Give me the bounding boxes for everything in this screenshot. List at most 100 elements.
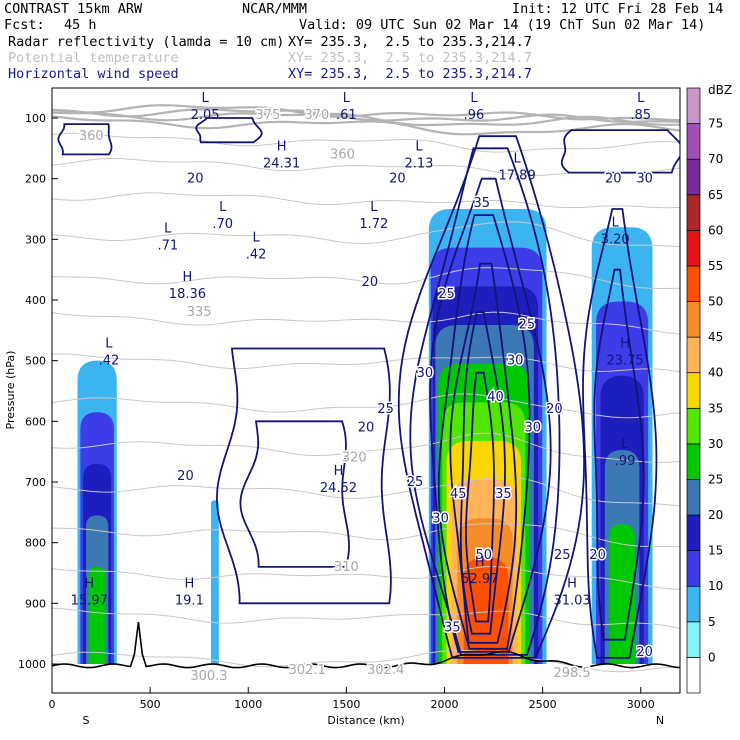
wind-speed-label: 30 bbox=[636, 172, 653, 187]
colorbar-level-label: 70 bbox=[708, 152, 723, 166]
y-tick-label: 900 bbox=[25, 597, 46, 610]
fcst-value: 45 h bbox=[64, 17, 97, 33]
y-tick-label: 300 bbox=[25, 233, 46, 246]
y-tick-label: 600 bbox=[25, 415, 46, 428]
wind-speed-label: 20 bbox=[389, 172, 406, 187]
extremum-value: 24.52 bbox=[320, 481, 357, 496]
extremum-marker: H bbox=[183, 270, 193, 285]
wind-speed-label: 25 bbox=[554, 548, 571, 563]
theta-contour-label: 375 bbox=[255, 108, 280, 123]
extremum-value: .70 bbox=[212, 217, 233, 232]
wind-contour bbox=[560, 129, 680, 174]
wind-contour bbox=[460, 311, 506, 635]
colorbar-swatch bbox=[686, 407, 701, 445]
theta-contour-label: 302.1 bbox=[289, 663, 326, 678]
y-tick-label: 400 bbox=[25, 294, 46, 307]
extremum-marker: L bbox=[219, 200, 227, 215]
wind-contour bbox=[195, 117, 263, 144]
extremum-value: 15.97 bbox=[71, 593, 108, 608]
theta-contour bbox=[52, 476, 680, 507]
colorbar-level-label: 15 bbox=[708, 544, 723, 558]
colorbar-level-label: 65 bbox=[708, 188, 723, 202]
wind-speed-label: 35 bbox=[495, 487, 512, 502]
x-tick-label: 1500 bbox=[332, 698, 360, 711]
extremum-value: .96 bbox=[464, 108, 485, 123]
wind-contour-layer bbox=[57, 117, 680, 659]
y-tick-label: 700 bbox=[25, 476, 46, 489]
colorbar-swatch bbox=[686, 87, 701, 124]
colorbar-level-label: 45 bbox=[708, 330, 723, 344]
extremum-value: 3.20 bbox=[601, 232, 630, 247]
colorbar-swatch bbox=[686, 585, 701, 623]
wind-contour bbox=[465, 371, 495, 623]
extremum-marker: L bbox=[343, 91, 351, 106]
wind-speed-label: 25 bbox=[519, 317, 536, 332]
terrain-layer bbox=[52, 622, 680, 669]
wind-contour bbox=[582, 208, 658, 659]
reflectivity-cell bbox=[210, 500, 219, 664]
theta-contour-label: 298.5 bbox=[553, 666, 590, 681]
extremum-value: 31.03 bbox=[553, 593, 590, 608]
x-tick-label: 2500 bbox=[529, 698, 557, 711]
colorbar-swatch bbox=[686, 550, 701, 587]
x-end-label-left: S bbox=[83, 714, 90, 727]
theta-contour bbox=[52, 108, 680, 123]
extremum-value: 19.1 bbox=[175, 593, 204, 608]
axes-layer: 100 200 300 400 500 600 700 800 900 1000 0 500 1000 1… bbox=[18, 112, 655, 711]
wind-speed-label: 20 bbox=[187, 172, 204, 187]
colorbar-level-label: 5 bbox=[708, 615, 716, 629]
reflectivity-band bbox=[609, 524, 636, 664]
colorbar-swatch bbox=[686, 657, 701, 694]
theta-contour bbox=[52, 432, 680, 464]
wind-contour bbox=[397, 135, 586, 659]
colorbar-swatch bbox=[686, 265, 701, 302]
wind-speed-label: 20 bbox=[546, 402, 563, 417]
colorbar-level-label: 0 bbox=[708, 650, 716, 664]
x-end-label-right: N bbox=[656, 714, 664, 727]
extremum-value: 52.97 bbox=[461, 572, 498, 587]
extremum-value: 24.31 bbox=[263, 157, 300, 172]
wind-contour bbox=[449, 262, 518, 644]
theta-contour bbox=[52, 221, 680, 248]
x-axis-label: Distance (km) bbox=[327, 714, 404, 727]
colorbar-level-label: 75 bbox=[708, 117, 723, 131]
wind-contour bbox=[409, 147, 561, 656]
theta-contour-label: 370 bbox=[305, 108, 330, 123]
theta-contour bbox=[52, 565, 680, 590]
colorbar: 0 5 10 15 20 25 30 35 40 45 50 55 60 65 70 75 dBZ bbox=[686, 83, 732, 694]
colorbar-swatch bbox=[686, 479, 701, 516]
wind-speed-label: 30 bbox=[432, 511, 449, 526]
theta-contour bbox=[52, 104, 680, 122]
extremum-marker: H bbox=[334, 464, 344, 479]
theta-contour bbox=[52, 311, 680, 335]
wind-speed-label: 20 bbox=[362, 275, 379, 290]
colorbar-level-label: 50 bbox=[708, 295, 723, 309]
y-tick-label: 800 bbox=[25, 537, 46, 550]
extremum-marker: H bbox=[84, 576, 94, 591]
fcst-label: Fcst: bbox=[4, 17, 45, 33]
wind-contour bbox=[437, 214, 531, 650]
extremum-marker: L bbox=[621, 437, 629, 452]
field-wind-xy: XY= 235.3, 2.5 to 235.3,214.7 bbox=[288, 66, 532, 82]
field-theta-name: Potential temperature bbox=[8, 50, 179, 66]
extremum-marker: L bbox=[105, 337, 113, 352]
init-label: Init: 12 UTC Fri 28 Feb 14 bbox=[512, 1, 724, 17]
extremum-marker: L bbox=[513, 152, 521, 167]
wind-speed-label: 20 bbox=[636, 645, 653, 660]
y-axis-label: Pressure (hPa) bbox=[4, 351, 17, 430]
wind-speed-label: 30 bbox=[507, 354, 524, 369]
extremum-value: .85 bbox=[630, 108, 651, 123]
reflectivity-band bbox=[463, 557, 509, 664]
wind-speed-label: 25 bbox=[407, 475, 424, 490]
wind-contour bbox=[593, 268, 645, 641]
colorbar-level-label: 30 bbox=[708, 437, 723, 451]
wind-contour bbox=[57, 123, 113, 156]
extremum-value: 23.75 bbox=[606, 354, 643, 369]
colorbar-swatch bbox=[686, 443, 701, 480]
field-reflectivity-xy: XY= 235.3, 2.5 to 235.3,214.7 bbox=[288, 34, 532, 50]
extremum-value: .99 bbox=[615, 454, 636, 469]
extremum-marker: H bbox=[184, 576, 194, 591]
colorbar-swatch bbox=[686, 514, 701, 551]
extremum-marker: H bbox=[277, 140, 287, 155]
wind-speed-label: 50 bbox=[475, 548, 492, 563]
